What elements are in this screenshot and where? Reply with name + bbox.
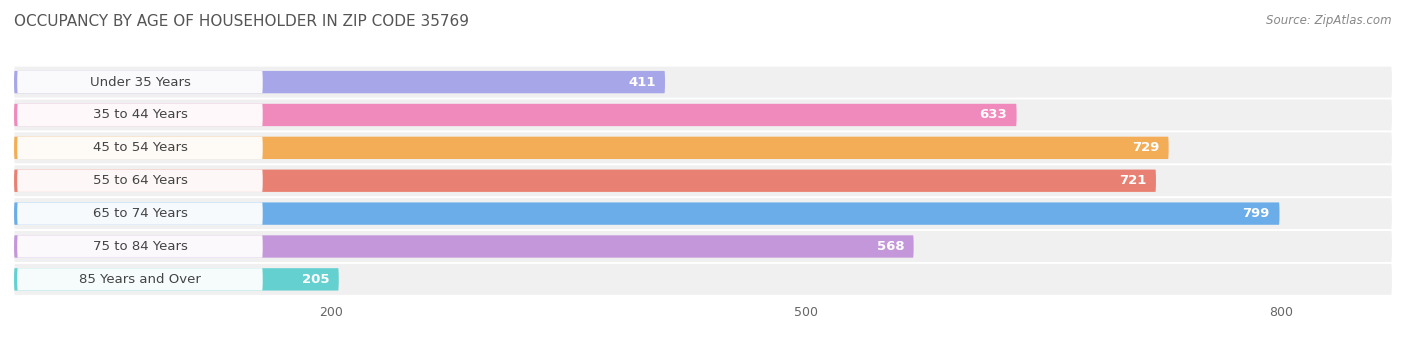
- FancyBboxPatch shape: [14, 203, 1279, 225]
- Text: 85 Years and Over: 85 Years and Over: [79, 273, 201, 286]
- FancyBboxPatch shape: [14, 137, 1168, 159]
- FancyBboxPatch shape: [17, 169, 263, 192]
- FancyBboxPatch shape: [14, 268, 339, 291]
- FancyBboxPatch shape: [17, 235, 263, 258]
- FancyBboxPatch shape: [14, 66, 1392, 98]
- FancyBboxPatch shape: [14, 198, 1392, 229]
- Text: 721: 721: [1119, 174, 1146, 187]
- Text: Under 35 Years: Under 35 Years: [90, 76, 190, 89]
- Text: 633: 633: [980, 108, 1007, 121]
- FancyBboxPatch shape: [14, 264, 1392, 295]
- Text: 65 to 74 Years: 65 to 74 Years: [93, 207, 187, 220]
- FancyBboxPatch shape: [14, 71, 665, 93]
- FancyBboxPatch shape: [14, 104, 1017, 126]
- FancyBboxPatch shape: [14, 231, 1392, 262]
- Text: OCCUPANCY BY AGE OF HOUSEHOLDER IN ZIP CODE 35769: OCCUPANCY BY AGE OF HOUSEHOLDER IN ZIP C…: [14, 14, 470, 29]
- FancyBboxPatch shape: [14, 235, 914, 258]
- Text: 45 to 54 Years: 45 to 54 Years: [93, 142, 187, 154]
- Text: 205: 205: [302, 273, 329, 286]
- Text: 75 to 84 Years: 75 to 84 Years: [93, 240, 187, 253]
- FancyBboxPatch shape: [14, 165, 1392, 196]
- FancyBboxPatch shape: [17, 203, 263, 225]
- FancyBboxPatch shape: [14, 169, 1156, 192]
- Text: 729: 729: [1132, 142, 1159, 154]
- FancyBboxPatch shape: [17, 268, 263, 291]
- FancyBboxPatch shape: [14, 132, 1392, 163]
- Text: 799: 799: [1243, 207, 1270, 220]
- FancyBboxPatch shape: [14, 100, 1392, 130]
- Text: Source: ZipAtlas.com: Source: ZipAtlas.com: [1267, 14, 1392, 27]
- Text: 55 to 64 Years: 55 to 64 Years: [93, 174, 187, 187]
- FancyBboxPatch shape: [17, 104, 263, 126]
- Text: 411: 411: [628, 76, 655, 89]
- Text: 35 to 44 Years: 35 to 44 Years: [93, 108, 187, 121]
- Text: 568: 568: [876, 240, 904, 253]
- FancyBboxPatch shape: [17, 71, 263, 93]
- FancyBboxPatch shape: [17, 137, 263, 159]
